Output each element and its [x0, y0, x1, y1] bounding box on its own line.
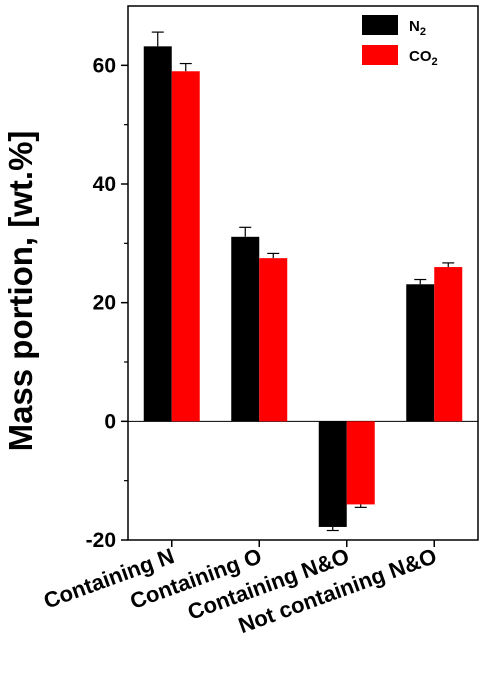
- y-tick-label: -20: [86, 529, 116, 552]
- legend-swatch: [362, 45, 398, 65]
- bar-n2: [406, 284, 435, 422]
- y-tick-label: 40: [93, 173, 116, 196]
- legend-label: N2: [409, 18, 426, 38]
- bar-n2: [318, 421, 347, 527]
- bar-co2: [434, 267, 463, 422]
- bar-n2: [143, 46, 172, 422]
- y-axis: -20 0 20 40 60: [86, 54, 128, 552]
- legend-label: CO2: [409, 48, 438, 68]
- bar-n2: [231, 236, 260, 422]
- legend: N2 CO2: [362, 15, 438, 68]
- plot-frame: [127, 5, 479, 541]
- bars: [143, 31, 463, 532]
- bar-co2: [346, 421, 375, 505]
- y-tick-label: 60: [93, 54, 116, 77]
- legend-swatch: [362, 15, 398, 35]
- bar-co2: [171, 71, 200, 422]
- y-axis-label: Mass portion, [wt.%]: [2, 131, 39, 452]
- y-tick-label: 0: [104, 410, 116, 433]
- y-tick-label: 20: [93, 292, 116, 315]
- bar-co2: [259, 258, 288, 422]
